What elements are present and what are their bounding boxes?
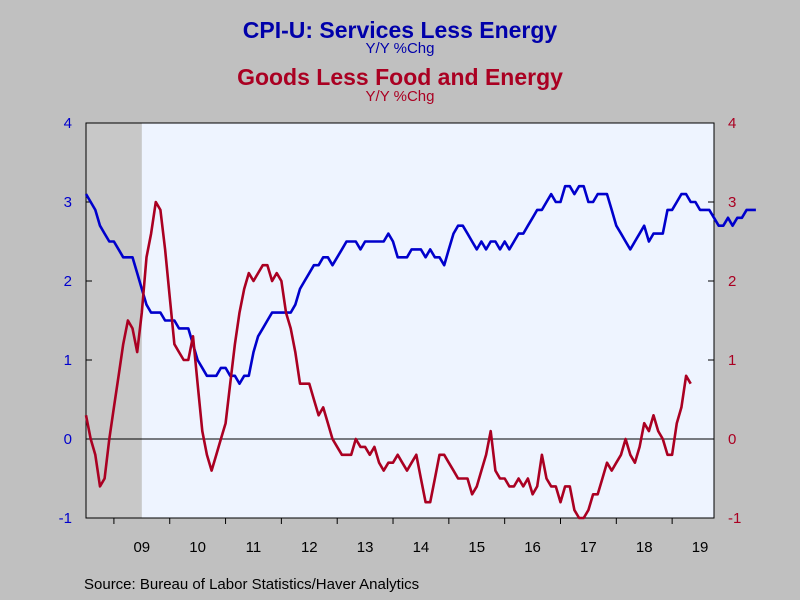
chart-title-2: Goods Less Food and Energy	[237, 64, 563, 90]
y-tick-label-right: 0	[728, 431, 736, 448]
y-tick-label-right: -1	[728, 510, 741, 527]
x-tick-label: 09	[133, 539, 150, 556]
x-tick-label: 16	[524, 539, 541, 556]
x-tick-label: 15	[468, 539, 485, 556]
x-tick-label: 18	[636, 539, 653, 556]
y-tick-label-right: 2	[728, 273, 736, 290]
x-tick-label: 19	[692, 539, 709, 556]
series-line-1	[84, 184, 756, 386]
y-tick-label-left: 1	[64, 352, 72, 369]
chart-title: CPI-U: Services Less Energy	[242, 17, 558, 43]
plot-area	[86, 123, 714, 518]
chart-subtitle: Y/Y %Chg	[365, 40, 435, 57]
x-tick-label: 14	[413, 539, 430, 556]
x-tick-label: 10	[189, 539, 206, 556]
y-tick-label-left: 2	[64, 273, 72, 290]
x-tick-label: 17	[580, 539, 597, 556]
y-tick-label-left: 0	[64, 431, 72, 448]
y-tick-label-right: 1	[728, 352, 736, 369]
x-tick-label: 12	[301, 539, 318, 556]
chart-subtitle-2: Y/Y %Chg	[365, 88, 435, 105]
y-tick-label-left: 4	[64, 115, 72, 132]
x-tick-label: 11	[246, 539, 262, 556]
y-tick-label-left: 3	[64, 194, 72, 211]
plot-frame	[85, 122, 715, 519]
source-note: Source: Bureau of Labor Statistics/Haver…	[84, 576, 420, 593]
recession-band	[86, 123, 142, 518]
y-tick-label-right: 3	[728, 194, 736, 211]
y-tick-label-right: 4	[728, 115, 736, 132]
y-tick-label-left: -1	[59, 510, 72, 527]
x-tick-label: 13	[357, 539, 374, 556]
series-line-2	[84, 200, 692, 520]
